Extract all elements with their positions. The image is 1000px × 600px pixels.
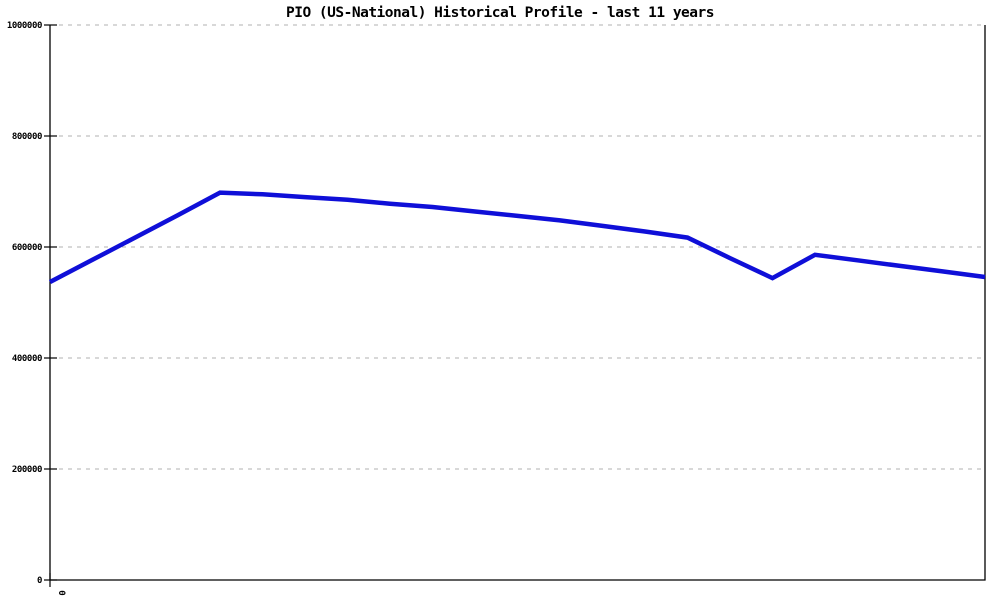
y-axis-label-200000: 200000: [12, 465, 42, 475]
chart-title: PIO (US-National) Historical Profile - l…: [286, 5, 714, 21]
y-axis-label-400000: 400000: [12, 354, 42, 364]
y-axis-label-800000: 800000: [12, 132, 42, 142]
x-axis-label-0: 0: [56, 590, 66, 595]
y-axis-label-1000000: 1000000: [7, 21, 42, 31]
y-axis-label-0: 0: [37, 576, 42, 586]
axis-border: [49, 25, 986, 581]
y-axis-label-600000: 600000: [12, 243, 42, 253]
data-line-series: [48, 190, 986, 284]
